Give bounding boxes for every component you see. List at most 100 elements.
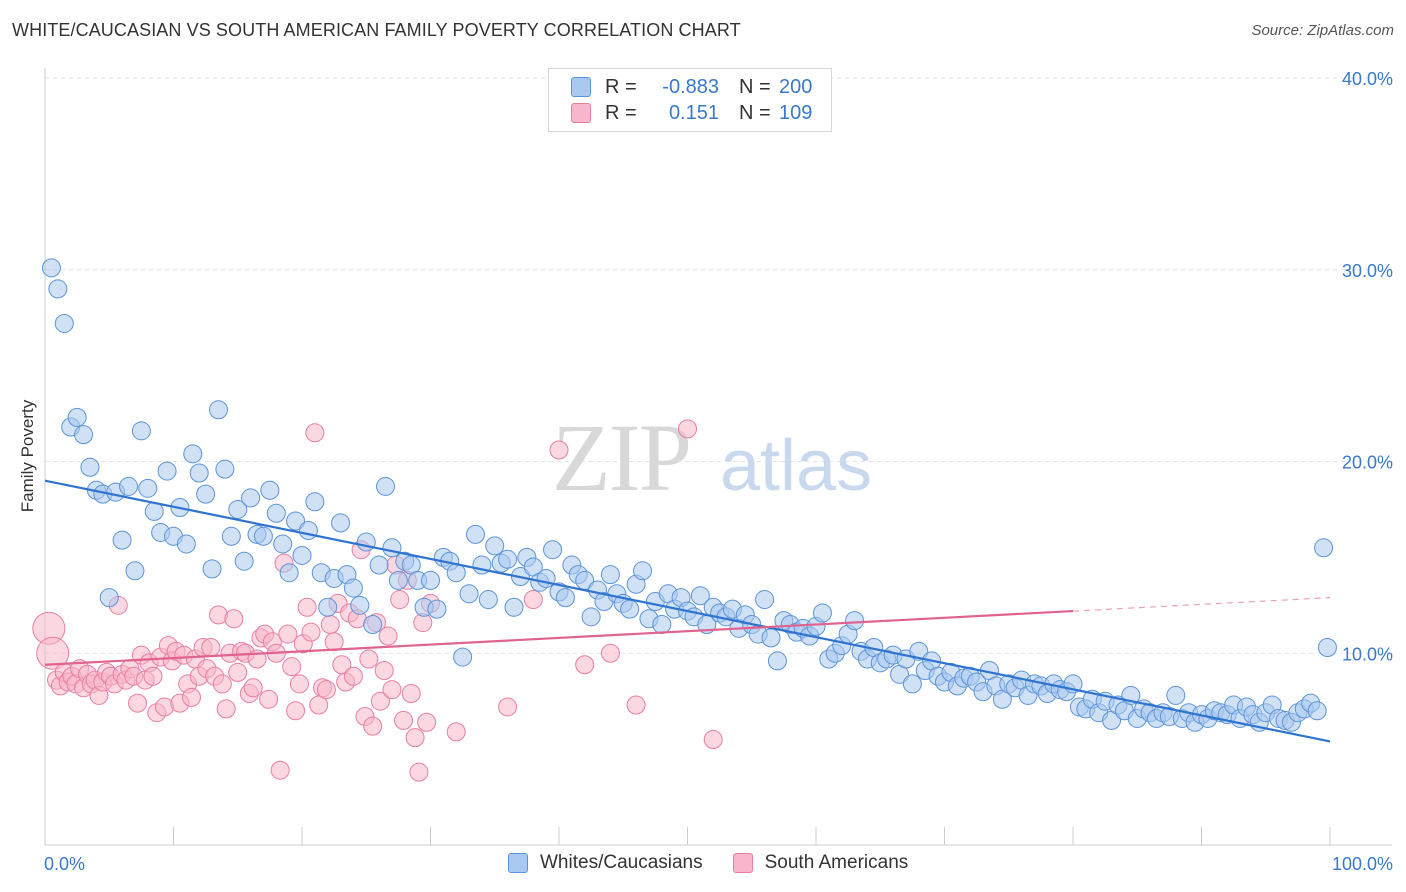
data-point (453, 647, 473, 667)
data-point (465, 524, 485, 544)
data-point (212, 674, 232, 694)
data-point (690, 586, 710, 606)
data-point (504, 597, 524, 617)
legend-item-swatch (732, 853, 753, 873)
data-point (401, 684, 421, 704)
data-point (652, 614, 672, 634)
data-point (202, 559, 222, 579)
data-point (286, 511, 306, 531)
data-point (216, 699, 236, 719)
data-point (67, 407, 87, 427)
watermark-zip: ZIP (552, 404, 690, 511)
data-point (298, 521, 318, 541)
data-point (305, 423, 325, 443)
data-point (600, 643, 620, 663)
data-point (374, 661, 394, 681)
data-point (181, 687, 201, 707)
data-point (678, 419, 697, 439)
data-point (54, 313, 74, 333)
source-label: Source: ZipAtlas.com (1251, 22, 1394, 39)
legend-r-label: R = (605, 75, 637, 98)
data-point (703, 730, 723, 750)
watermark-atlas: atlas (720, 426, 872, 506)
correlation-legend: R = -0.883 N = 200 R = 0.151 N = 109 (548, 68, 832, 132)
legend-r-value: -0.883 (662, 75, 719, 98)
data-point (1314, 538, 1334, 558)
data-point (909, 641, 929, 661)
y-tick-label: 10.0% (1342, 644, 1393, 664)
data-point (359, 649, 379, 669)
data-point (48, 279, 68, 299)
data-point (363, 614, 383, 634)
data-point (138, 478, 158, 498)
data-point (228, 499, 248, 519)
data-point (189, 463, 209, 483)
legend-item-south-americans[interactable]: South Americans (732, 852, 908, 874)
series-legend: Whites/Caucasians South Americans (508, 852, 938, 874)
axes (44, 68, 1392, 846)
x-tick-label: 100.0% (1332, 854, 1393, 874)
data-point (119, 476, 139, 496)
legend-item-whites[interactable]: Whites/Caucasians (508, 852, 703, 874)
data-point (390, 590, 410, 610)
data-point (523, 590, 543, 610)
data-point (376, 476, 396, 496)
data-point (902, 674, 922, 694)
data-point (215, 459, 235, 479)
data-point (221, 526, 241, 546)
data-point (378, 626, 398, 646)
legend-row-whites: R = -0.883 N = 200 (571, 75, 812, 99)
legend-n-value: 200 (779, 75, 813, 98)
data-point (289, 674, 309, 694)
data-point (320, 614, 340, 634)
legend-r-label: R = (605, 101, 637, 124)
data-point (543, 540, 563, 560)
data-point (812, 603, 832, 623)
legend-row-south-americans: R = 0.151 N = 109 (571, 101, 812, 125)
data-point (279, 563, 299, 583)
data-point (478, 590, 498, 610)
data-point (260, 480, 280, 500)
data-point (370, 691, 390, 711)
data-point (369, 555, 389, 575)
data-point (131, 421, 151, 441)
y-axis-label: Family Poverty (18, 399, 37, 513)
data-point (409, 762, 429, 782)
data-point (297, 597, 317, 617)
data-point (183, 444, 203, 464)
data-point (382, 680, 402, 700)
chart-title: WHITE/CAUCASIAN VS SOUTH AMERICAN FAMILY… (12, 20, 741, 40)
data-point (633, 561, 653, 581)
data-point (417, 712, 437, 732)
legend-n-label: N = (739, 75, 771, 98)
data-point (394, 710, 414, 730)
y-tick-label: 40.0% (1342, 69, 1393, 89)
trend-line (44, 609, 1074, 666)
trend-line (44, 479, 1331, 743)
data-point (80, 457, 100, 477)
y-tick-label: 30.0% (1342, 261, 1393, 281)
data-point (224, 609, 244, 629)
data-point (575, 655, 595, 675)
data-point (324, 632, 344, 652)
legend-item-swatch (508, 853, 528, 873)
data-point (266, 503, 286, 523)
data-point (301, 622, 321, 642)
data-point (143, 666, 163, 686)
x-tick-label: 0.0% (44, 854, 85, 874)
data-point (270, 760, 290, 780)
data-point (388, 570, 408, 590)
data-point (626, 695, 646, 715)
data-point (201, 637, 221, 657)
data-point (282, 657, 302, 677)
data-point (350, 595, 370, 615)
series-south-americans (32, 419, 723, 782)
data-point (755, 590, 775, 610)
data-point (427, 599, 447, 619)
data-point (196, 484, 216, 504)
data-point (253, 526, 273, 546)
y-tick-label: 20.0% (1342, 453, 1393, 473)
trend-lines (44, 479, 1331, 743)
data-point (243, 678, 263, 698)
data-point (318, 597, 338, 617)
